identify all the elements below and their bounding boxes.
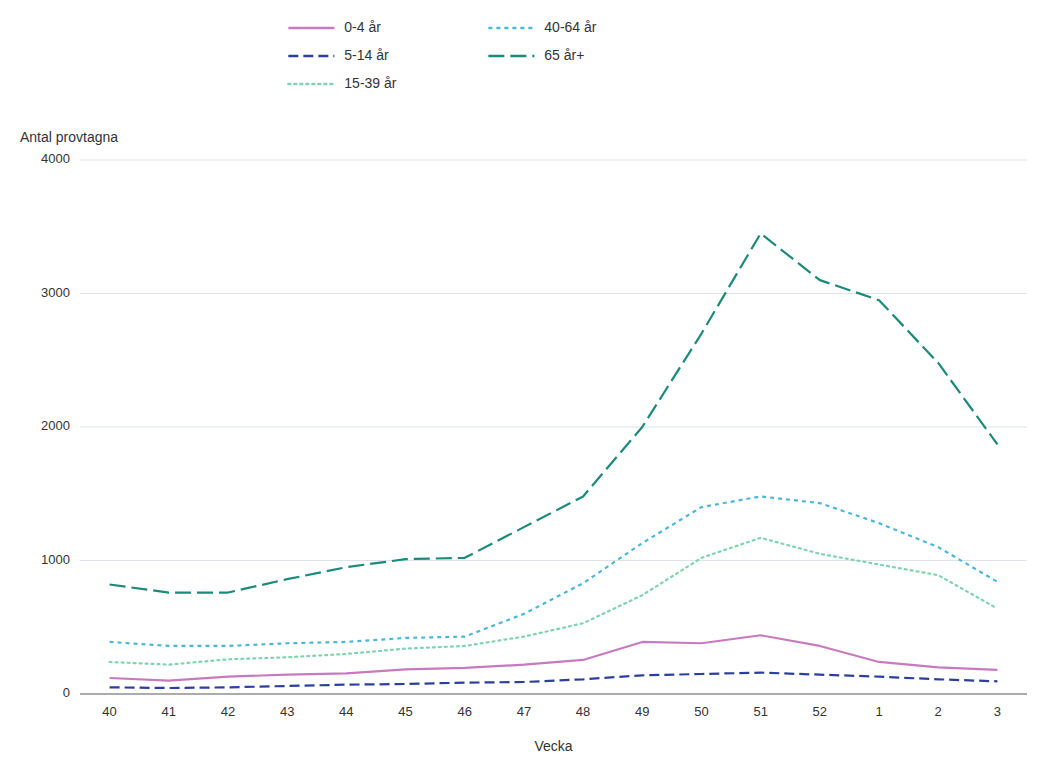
legend-swatch <box>288 83 334 85</box>
legend-label: 40-64 år <box>544 19 596 35</box>
legend-swatch <box>288 55 334 57</box>
x-tick-label: 45 <box>398 704 412 719</box>
x-tick-label: 49 <box>635 704 649 719</box>
x-tick-label: 3 <box>994 704 1001 719</box>
y-tick-label: 1000 <box>41 552 70 567</box>
x-axis-label: Vecka <box>534 738 572 754</box>
x-tick-label: 43 <box>280 704 294 719</box>
grid-line <box>80 160 1027 161</box>
x-tick-label: 42 <box>221 704 235 719</box>
y-axis-label: Antal provtagna <box>20 129 118 145</box>
y-tick-label: 3000 <box>41 285 70 300</box>
y-tick-label: 4000 <box>41 151 70 166</box>
x-tick-label: 1 <box>875 704 882 719</box>
chart-svg: 0 1000 2000 3000 4000 40 41 42 43 44 45 46 47 48 49 50 5… <box>0 0 1057 769</box>
x-tick-label: 44 <box>339 704 353 719</box>
x-tick-label: 50 <box>694 704 708 719</box>
grid-line <box>80 560 1027 561</box>
series-line <box>110 538 998 665</box>
legend-label: 0-4 år <box>344 19 381 35</box>
grid-line <box>80 293 1027 294</box>
grid-line <box>80 427 1027 428</box>
x-tick-label: 46 <box>457 704 471 719</box>
chart-container: 0 1000 2000 3000 4000 40 41 42 43 44 45 46 47 48 49 50 5… <box>0 0 1057 769</box>
x-tick-label: 41 <box>162 704 176 719</box>
x-tick-label: 2 <box>935 704 942 719</box>
x-tick-label: 51 <box>753 704 767 719</box>
grid-line <box>80 694 1027 695</box>
x-axis-line <box>80 694 1027 695</box>
series-line <box>110 496 998 646</box>
legend-swatch <box>488 55 534 57</box>
x-tick-label: 40 <box>102 704 116 719</box>
legend-label: 5-14 år <box>344 47 389 63</box>
legend-label: 15-39 år <box>344 75 396 91</box>
y-tick-label: 2000 <box>41 418 70 433</box>
legend-swatch <box>288 27 334 29</box>
x-tick-label: 52 <box>813 704 827 719</box>
legend-swatch <box>488 27 534 29</box>
legend: 0-4 år 5-14 år 15-39 år 40-64 år 65 år+ <box>288 19 596 91</box>
y-tick-label: 0 <box>63 685 70 700</box>
x-tick-label: 47 <box>517 704 531 719</box>
plot-lines <box>110 233 998 688</box>
x-tick-label: 48 <box>576 704 590 719</box>
series-line <box>110 673 998 688</box>
series-line <box>110 233 998 592</box>
y-grid <box>80 160 1027 694</box>
legend-label: 65 år+ <box>544 47 584 63</box>
